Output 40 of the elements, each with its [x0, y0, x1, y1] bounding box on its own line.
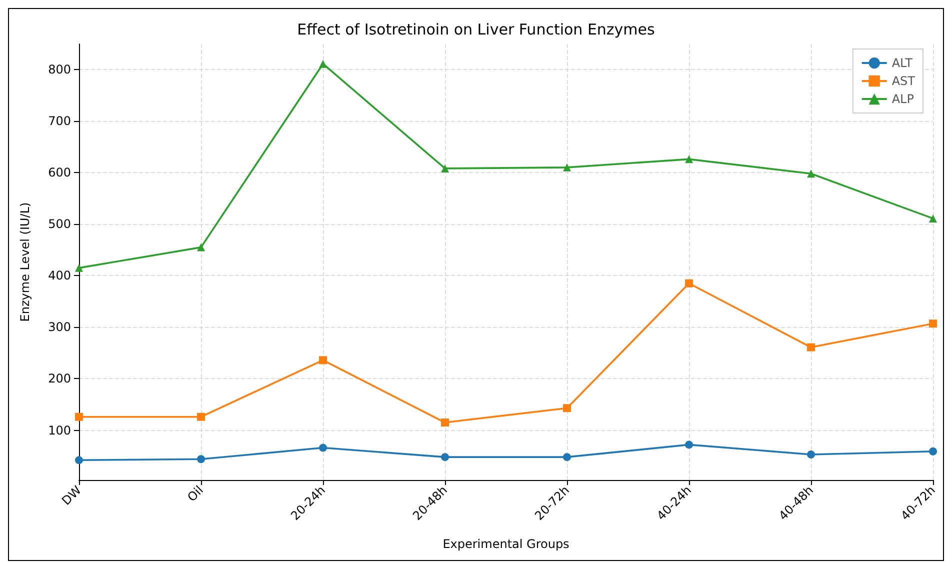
legend-label: ALT: [892, 56, 914, 70]
legend-label: ALP: [892, 92, 914, 106]
point: [441, 418, 449, 427]
x-axis-title: Experimental Groups: [442, 537, 570, 551]
point: [929, 320, 937, 328]
y-axis-title: Enzyme Level (IU/L): [18, 202, 32, 322]
point: [807, 450, 815, 458]
point: [75, 264, 83, 272]
y-tick-label: 200: [48, 372, 71, 386]
point: [929, 447, 937, 456]
y-tick-label: 700: [48, 114, 71, 128]
point: [75, 412, 83, 421]
point: [319, 356, 327, 364]
chart-title: Effect of Isotretinoin on Liver Function Enzymes: [297, 20, 656, 38]
y-tick-label: 800: [48, 62, 71, 77]
x-tick-label: Oil: [184, 483, 206, 504]
point: [441, 164, 449, 172]
y-tick-label: 500: [48, 217, 71, 232]
point: [319, 444, 327, 452]
point: [685, 155, 693, 164]
y-tick-label: 600: [48, 166, 71, 180]
point: [685, 440, 693, 449]
point: [807, 343, 815, 352]
y-tick-label: 400: [48, 268, 71, 283]
point: [563, 453, 571, 462]
point: [197, 455, 205, 464]
y-tick-label: 100: [48, 423, 71, 438]
point: [197, 412, 205, 421]
x-tick-label: DW: [59, 482, 84, 508]
point: [197, 243, 205, 252]
point: [563, 163, 571, 172]
point: [685, 279, 693, 288]
point: [929, 214, 937, 222]
point: [75, 456, 83, 464]
point: [441, 453, 449, 462]
legend-label: AST: [892, 74, 916, 88]
point: [807, 170, 815, 178]
point: [319, 60, 327, 68]
point: [563, 404, 571, 412]
y-tick-label: 300: [48, 320, 71, 334]
